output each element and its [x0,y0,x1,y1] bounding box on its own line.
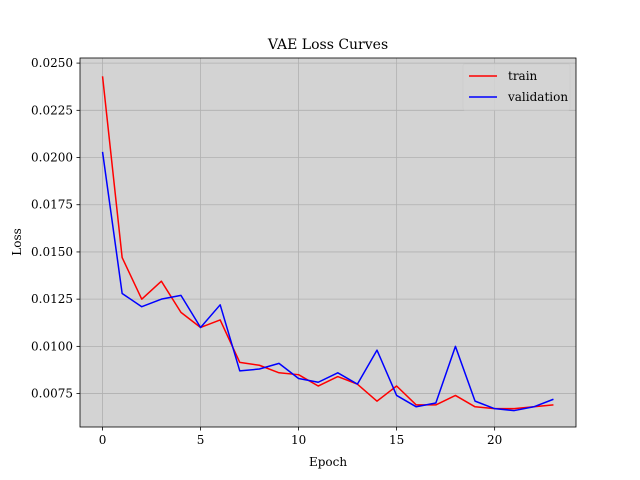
plot-area [80,58,576,427]
series-lines [101,76,554,412]
legend: train validation [462,63,571,111]
y-axis-label: Loss [10,228,24,256]
y-tick-label: 0.0200 [31,151,73,165]
x-tick-label: 0 [99,433,107,447]
x-tick-label: 20 [487,433,502,447]
y-tick-label: 0.0100 [31,339,73,353]
train-series-line [101,76,554,410]
y-tick-label: 0.0075 [31,387,73,401]
y-tick-label: 0.0175 [31,198,73,212]
y-tick-label: 0.0225 [31,103,73,117]
x-tick-label: 10 [291,433,306,447]
x-tick-label: 15 [389,433,404,447]
validation-legend-label: validation [507,90,568,104]
y-tick-label: 0.0250 [31,56,73,70]
chart-title: VAE Loss Curves [267,37,388,53]
validation-series-line [101,151,554,412]
axis-ticks: 0 5 10 15 20 0.0075 0.0100 0.0125 0.0150 0.0175 0.… [31,56,502,447]
plot-frame [79,57,577,428]
grid-lines [80,58,576,427]
train-legend-label: train [508,69,538,83]
x-axis-label: Epoch [309,455,347,469]
y-tick-label: 0.0125 [31,292,73,306]
y-tick-label: 0.0150 [31,245,73,259]
x-tick-label: 5 [197,433,205,447]
